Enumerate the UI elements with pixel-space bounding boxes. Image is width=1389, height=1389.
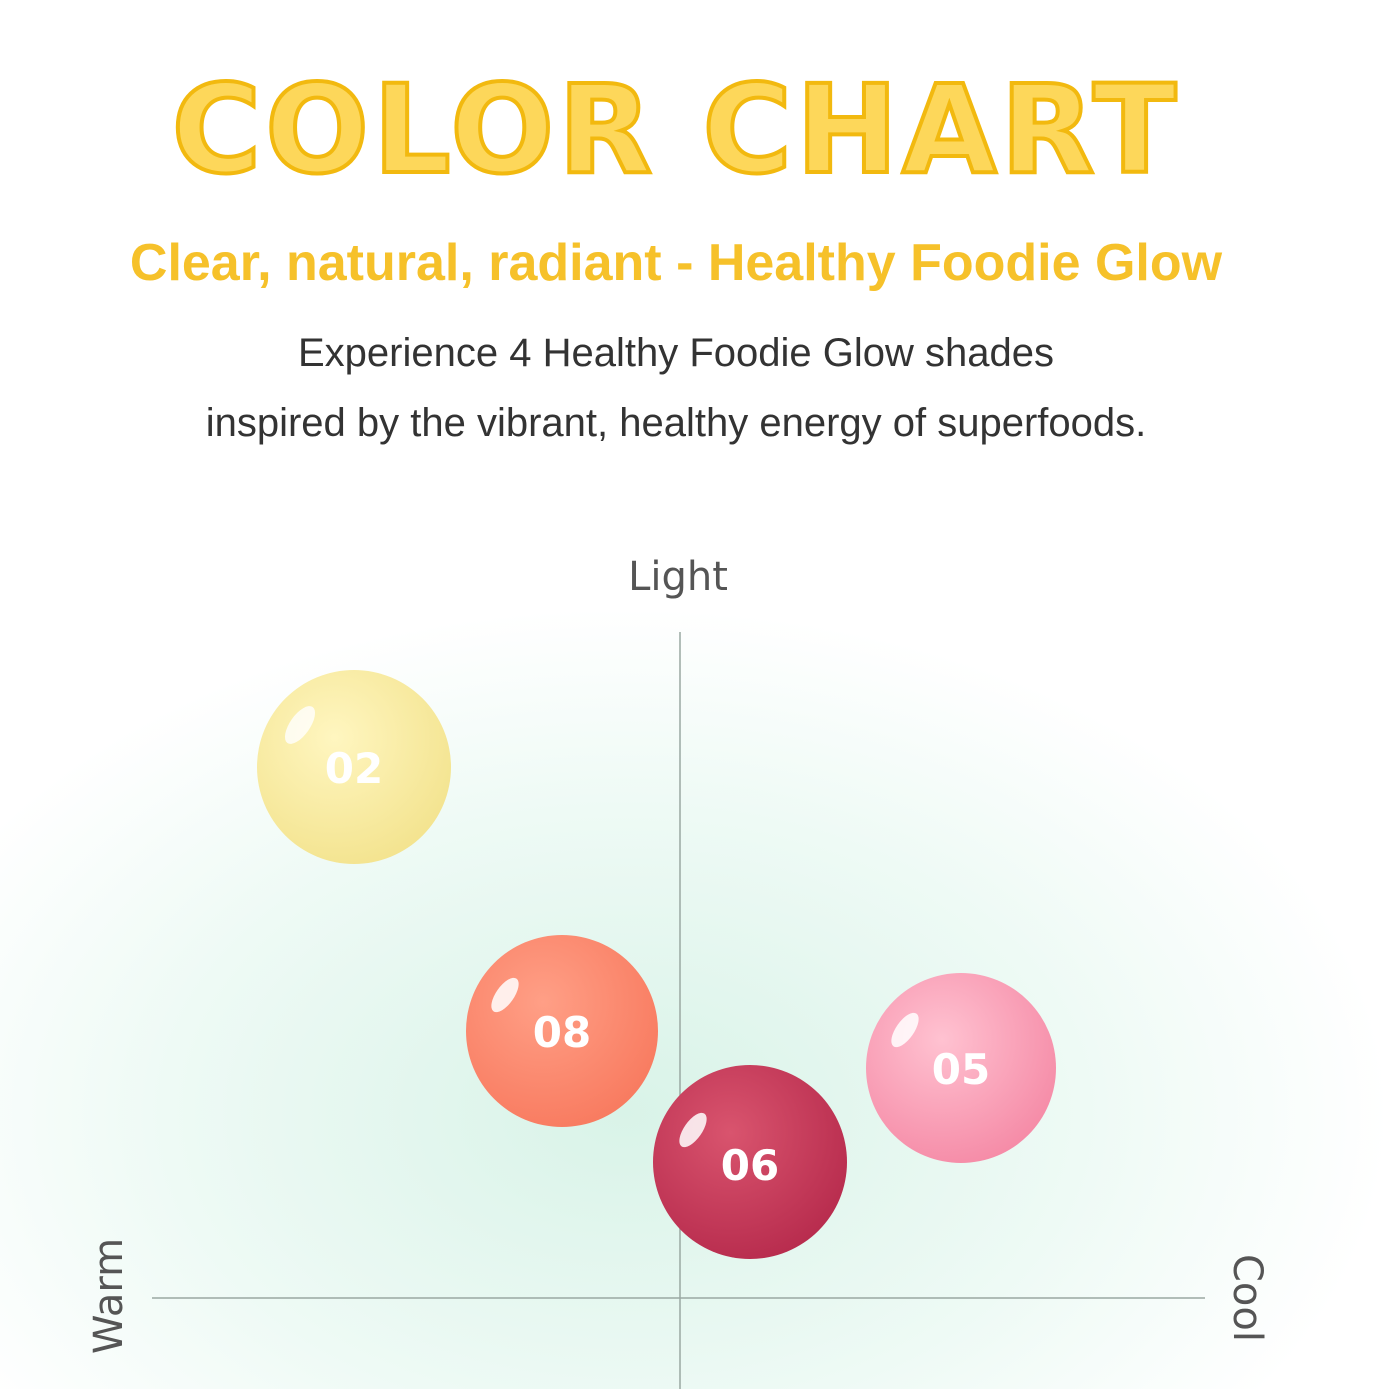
title: COLOR CHART: [172, 59, 1181, 201]
swatch: 06: [653, 1065, 847, 1259]
swatch: 05: [866, 973, 1056, 1163]
swatch-label: 05: [932, 1045, 990, 1094]
highlight: [891, 1012, 919, 1048]
highlight: [491, 977, 519, 1013]
background: [0, 470, 1389, 1389]
swatch-label: 02: [325, 744, 383, 793]
description-line: inspired by the vibrant, healthy energy …: [206, 401, 1147, 445]
swatch: 02: [257, 670, 451, 864]
description-line: Experience 4 Healthy Foodie Glow shades: [298, 331, 1054, 375]
axis-label-left: Warm: [86, 1238, 132, 1354]
axis-label-top: Light: [628, 554, 728, 600]
swatch: 08: [466, 935, 658, 1127]
highlight: [679, 1112, 707, 1148]
swatch-label: 06: [721, 1141, 779, 1190]
swatch-label: 08: [533, 1008, 591, 1057]
highlight: [284, 706, 316, 744]
subtitle: Clear, natural, radiant - Healthy Foodie…: [130, 234, 1223, 292]
axis-label-right: Cool: [1224, 1254, 1270, 1342]
